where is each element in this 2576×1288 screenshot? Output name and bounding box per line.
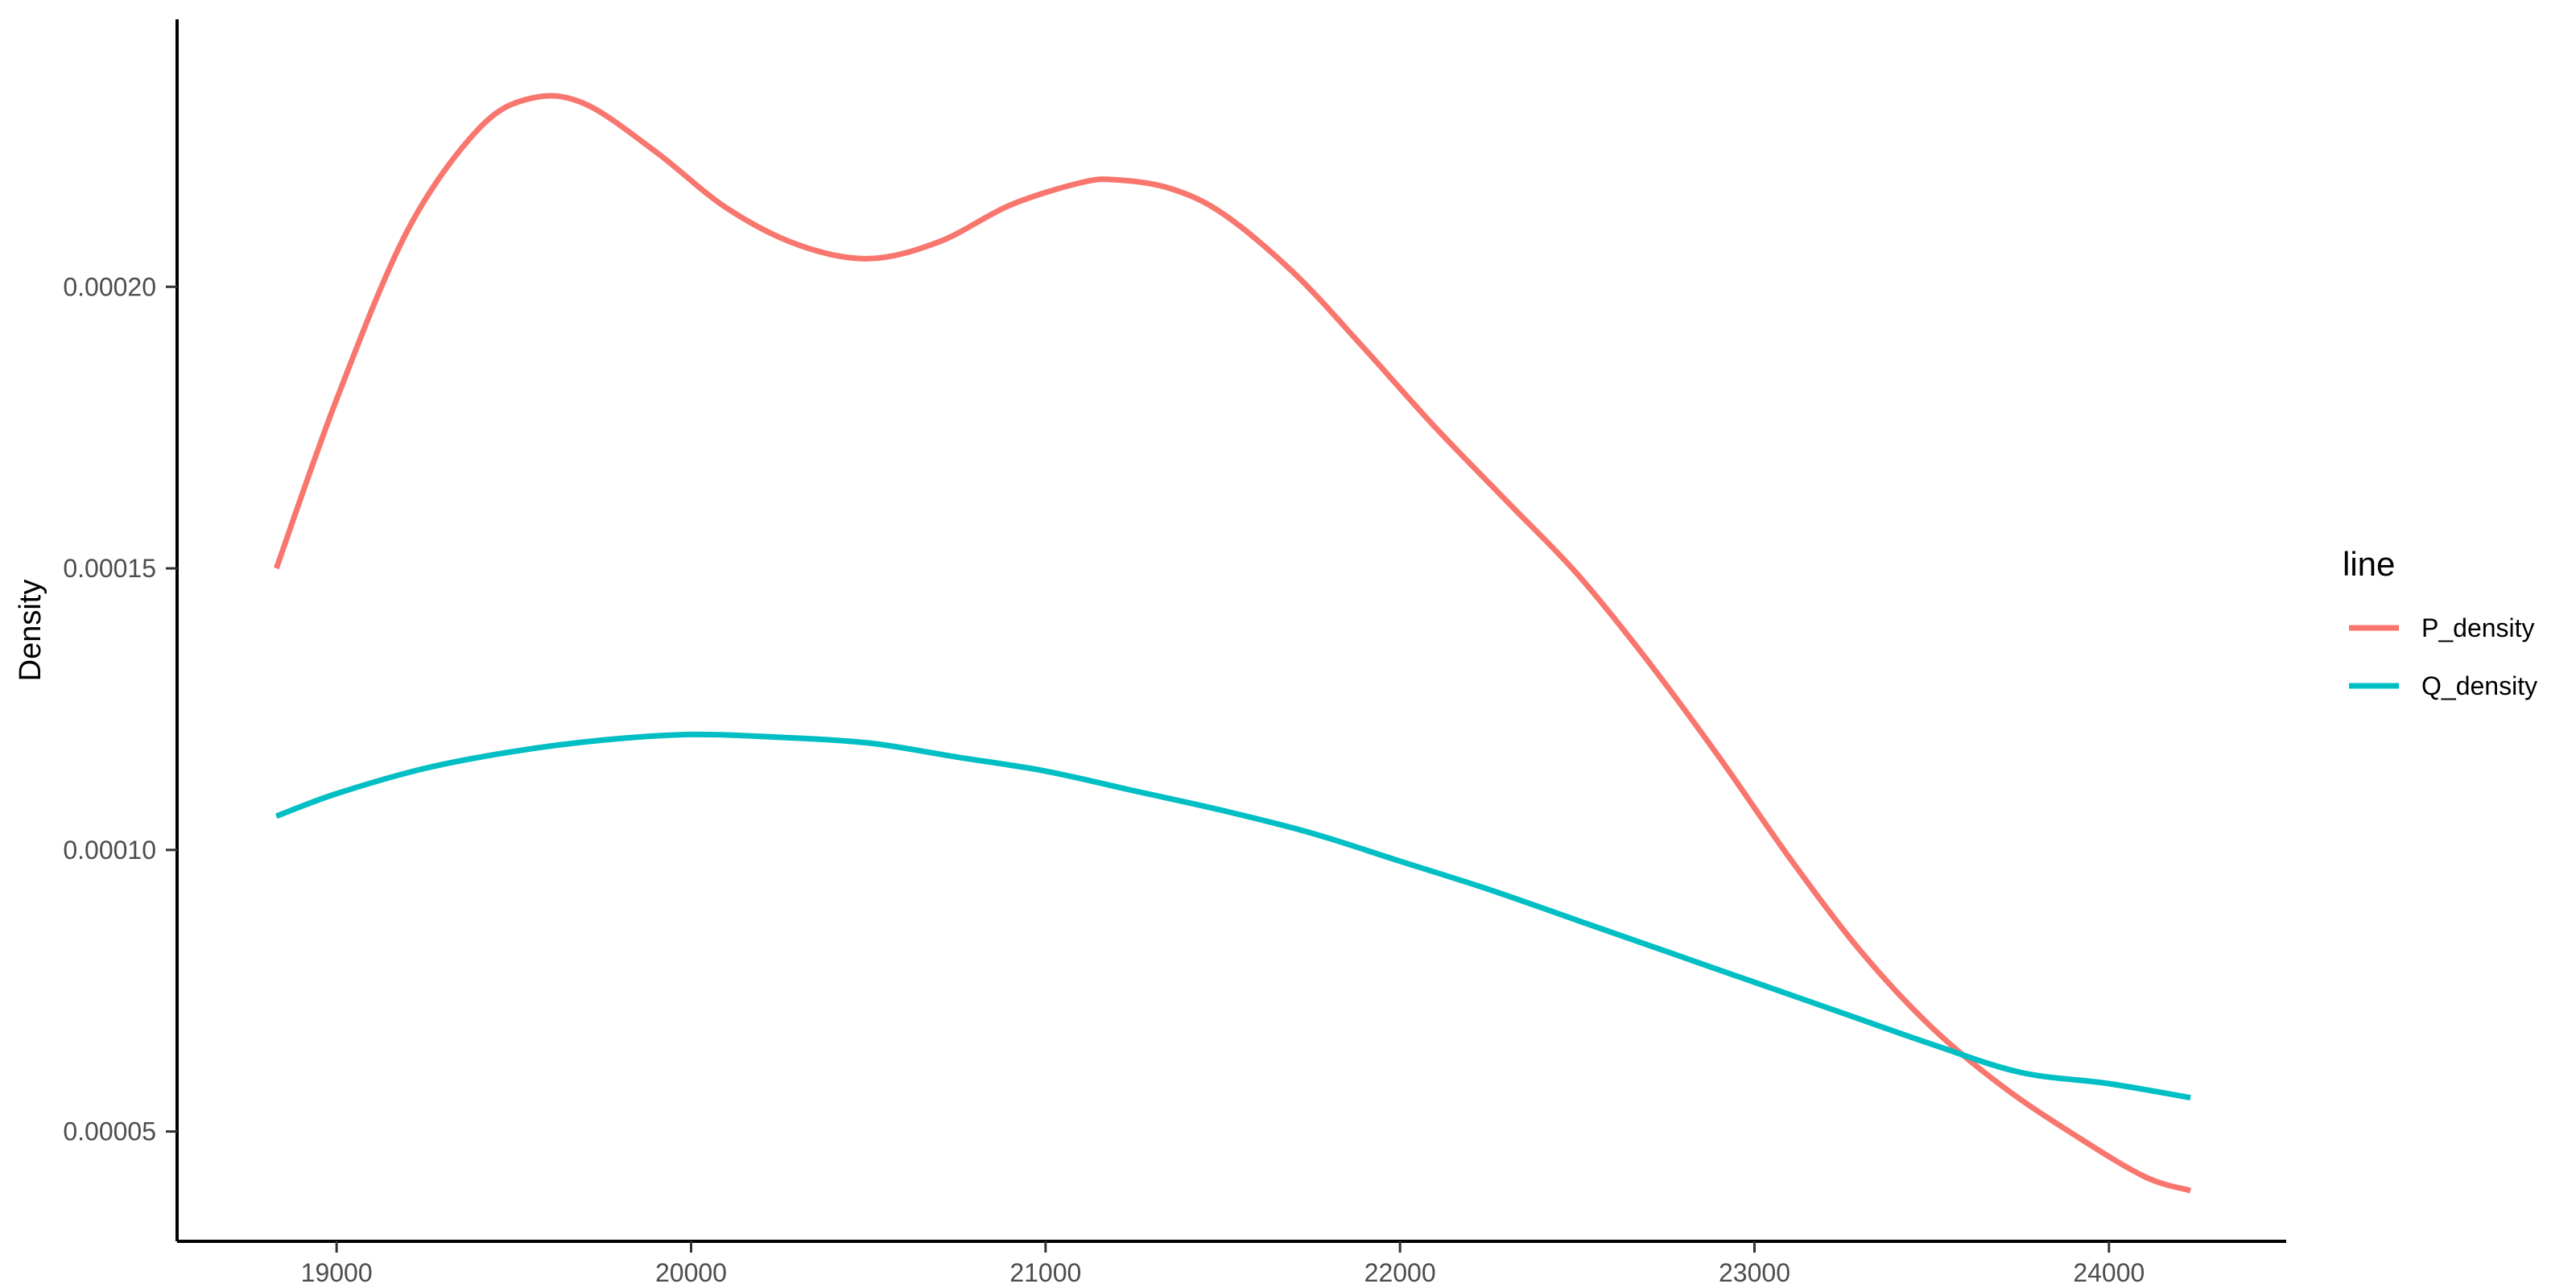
- x-tick-label: 21000: [1009, 1258, 1081, 1287]
- legend-label-p-density: P_density: [2421, 613, 2535, 642]
- legend-title: line: [2343, 545, 2395, 583]
- legend: line P_density Q_density: [2343, 545, 2537, 700]
- x-tick-label: 19000: [301, 1258, 373, 1287]
- y-tick-label: 0.00020: [63, 272, 156, 301]
- y-tick-label: 0.00010: [63, 836, 156, 865]
- x-tick-label: 22000: [1364, 1258, 1436, 1287]
- legend-label-q-density: Q_density: [2421, 671, 2537, 700]
- x-tick-label: 20000: [655, 1258, 727, 1287]
- legend-items: P_density Q_density: [2349, 613, 2537, 700]
- series-line-q-density: [275, 731, 2191, 1101]
- x-tick-label: 24000: [2073, 1258, 2145, 1287]
- y-axis-title: Density: [14, 580, 47, 682]
- y-tick-label: 0.00005: [63, 1117, 156, 1146]
- y-axis-ticks: 0.00005 0.00010 0.00015 0.00020: [63, 272, 177, 1146]
- plot-panel: 19000 20000 21000 22000 23000 24000 0.000050.…: [63, 19, 2286, 1287]
- x-tick-label: 23000: [1719, 1258, 1790, 1287]
- y-tick-label: 0.00015: [63, 554, 156, 583]
- series-layer: [273, 93, 2192, 1194]
- series-line-p-density: [273, 93, 2192, 1194]
- x-axis-ticks: 19000 20000 21000 22000 23000 24000: [301, 1241, 2145, 1287]
